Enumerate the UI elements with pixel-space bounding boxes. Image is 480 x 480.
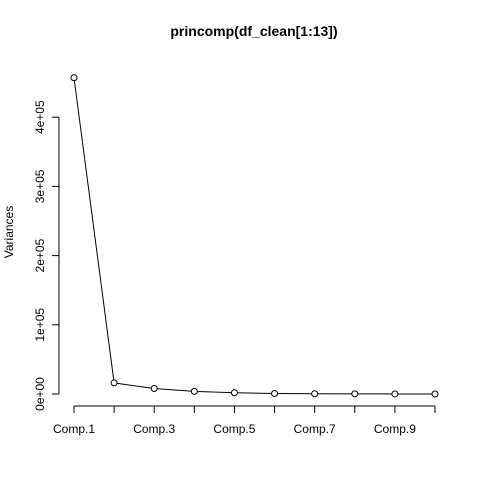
data-point — [70, 74, 78, 82]
series-variances — [70, 74, 439, 398]
x-tick-label: Comp.3 — [133, 422, 175, 436]
x-tick-label: Comp.5 — [213, 422, 255, 436]
y-tick-label: 2e+05 — [33, 238, 47, 272]
chart-title: princomp(df_clean[1:13]) — [170, 23, 337, 39]
data-point — [230, 389, 238, 397]
y-tick-label: 4e+05 — [33, 100, 47, 134]
x-tick-label: Comp.7 — [294, 422, 336, 436]
data-point — [391, 390, 399, 398]
data-point — [150, 384, 158, 392]
data-point — [190, 387, 198, 395]
y-axis-title: Variances — [2, 206, 16, 258]
data-point — [311, 390, 319, 398]
data-point — [351, 390, 359, 398]
x-tick-label: Comp.9 — [374, 422, 416, 436]
y-tick-label: 0e+00 — [33, 377, 47, 411]
y-tick-label: 1e+05 — [33, 308, 47, 342]
x-axis: Comp.1 Comp.3 Comp.5 Comp.7 Comp.9 — [53, 405, 436, 436]
data-point — [271, 390, 279, 398]
y-tick-label: 3e+05 — [33, 169, 47, 203]
y-axis: 0e+00 1e+05 2e+05 3e+05 4e+05 — [33, 100, 60, 411]
data-point — [431, 390, 439, 398]
data-point — [110, 379, 118, 387]
series-line — [73, 77, 436, 395]
x-tick-label: Comp.1 — [53, 422, 95, 436]
